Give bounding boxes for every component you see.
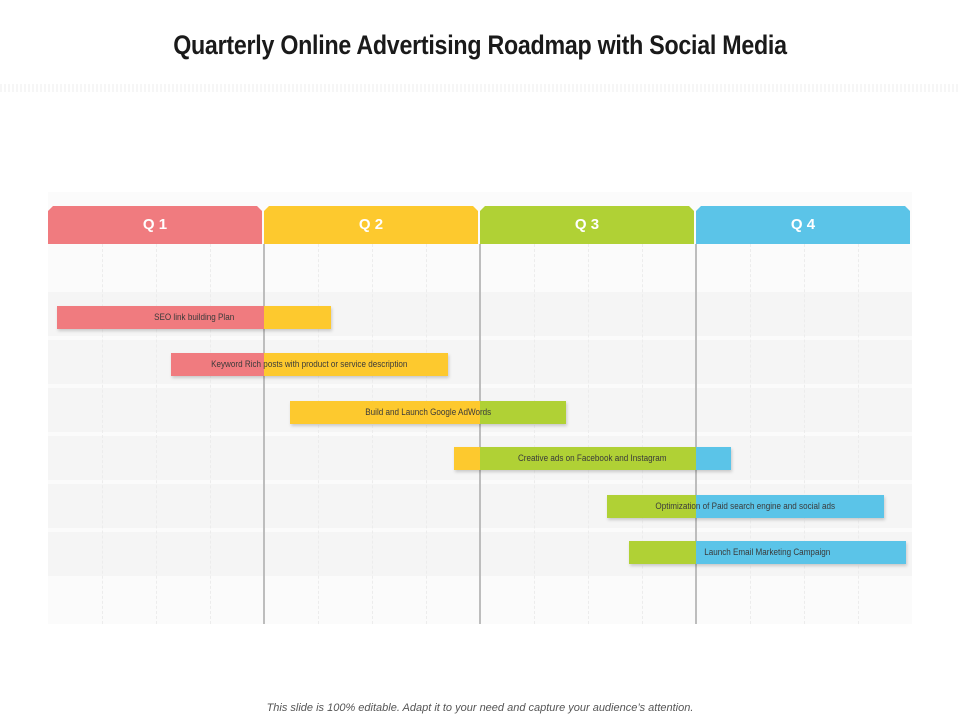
task-bar-segment xyxy=(479,401,567,424)
task-bar[interactable]: SEO link building Plan xyxy=(56,306,331,329)
task-label: Launch Email Marketing Campaign xyxy=(704,547,831,557)
task-bar[interactable]: Creative ads on Facebook and Instagram xyxy=(454,447,731,470)
grid-line xyxy=(102,244,103,624)
task-bar[interactable]: Keyword Rich posts with product or servi… xyxy=(171,353,448,376)
task-label: SEO link building Plan xyxy=(153,312,234,322)
footer-note: This slide is 100% editable. Adapt it to… xyxy=(266,702,694,714)
quarter-divider xyxy=(695,244,697,624)
title-divider xyxy=(0,84,960,92)
quarter-header-q3: Q 3 xyxy=(480,206,694,244)
task-label: Optimization of Paid search engine and s… xyxy=(655,501,836,511)
grid-line xyxy=(426,244,427,624)
task-bar[interactable]: Build and Launch Google AdWords xyxy=(289,401,567,424)
grid-line xyxy=(858,244,859,624)
grid-line xyxy=(156,244,157,624)
grid-line xyxy=(750,244,751,624)
grid-line xyxy=(210,244,211,624)
task-label: Keyword Rich posts with product or servi… xyxy=(211,359,408,369)
task-bar[interactable]: Optimization of Paid search engine and s… xyxy=(607,495,884,518)
grid-line xyxy=(804,244,805,624)
task-label: Creative ads on Facebook and Instagram xyxy=(518,453,667,463)
task-bar-segment xyxy=(695,541,906,564)
quarter-divider xyxy=(263,244,265,624)
grid-line xyxy=(588,244,589,624)
task-bar-segment xyxy=(695,447,731,470)
grid-line xyxy=(642,244,643,624)
task-bar-segment xyxy=(479,447,696,470)
grid-line xyxy=(534,244,535,624)
quarter-header-q1: Q 1 xyxy=(48,206,262,244)
task-bar-segment xyxy=(695,495,884,518)
quarter-header-q2: Q 2 xyxy=(264,206,478,244)
task-bar-segment xyxy=(263,306,331,329)
task-bar-segment xyxy=(629,541,696,564)
roadmap-chart: Q 1 Q 2 Q 3 Q 4 SEO link building Plan K… xyxy=(48,192,912,624)
slide-title: Quarterly Online Advertising Roadmap wit… xyxy=(173,30,787,60)
quarter-header-q4: Q 4 xyxy=(696,206,910,244)
task-label: Build and Launch Google AdWords xyxy=(365,407,492,417)
grid-line xyxy=(318,244,319,624)
quarter-divider xyxy=(479,244,481,624)
task-bar-segment xyxy=(289,401,480,424)
task-bar-segment xyxy=(56,306,264,329)
task-bar-segment xyxy=(454,447,480,470)
task-bar-segment xyxy=(171,353,264,376)
task-bar[interactable]: Launch Email Marketing Campaign xyxy=(629,541,906,564)
task-bar-segment xyxy=(607,495,696,518)
grid-line xyxy=(372,244,373,624)
task-bar-segment xyxy=(263,353,448,376)
